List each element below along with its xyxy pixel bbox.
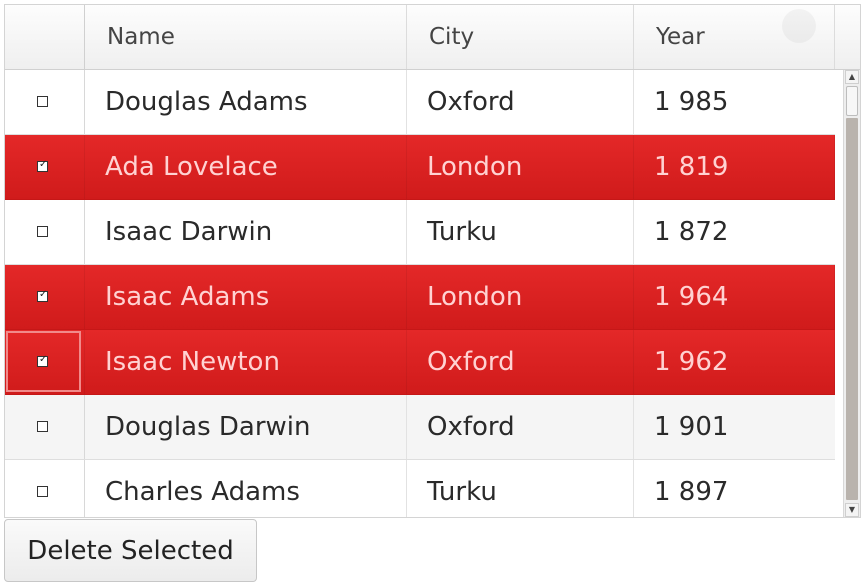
- table-row[interactable]: ✓ Isaac Newton Oxford 1 962: [5, 330, 835, 395]
- scroll-thumb[interactable]: [846, 86, 858, 116]
- name-cell: Ada Lovelace: [85, 135, 407, 199]
- row-checkbox[interactable]: [37, 421, 48, 432]
- select-cell[interactable]: [5, 395, 85, 459]
- column-header-year[interactable]: Year: [634, 5, 835, 69]
- row-checkbox[interactable]: ✓: [37, 354, 48, 367]
- select-cell[interactable]: ✓: [5, 135, 85, 199]
- city-cell: London: [407, 265, 634, 329]
- column-header-city[interactable]: City: [407, 5, 634, 69]
- city-cell: Oxford: [407, 395, 634, 459]
- header-decoration: [782, 9, 816, 43]
- year-cell: 1 819: [634, 135, 835, 199]
- year-cell: 1 872: [654, 217, 729, 247]
- city-cell: London: [407, 135, 634, 199]
- column-header-name[interactable]: Name: [85, 5, 407, 69]
- grid-body: Douglas Adams Oxford 1 985 ✓ Ada Lovelac…: [5, 70, 835, 517]
- row-checkbox[interactable]: ✓: [37, 289, 48, 302]
- row-checkbox[interactable]: ✓: [37, 159, 48, 172]
- scroll-down-icon[interactable]: ▼: [845, 503, 859, 517]
- grid-header: Name City Year: [5, 5, 860, 70]
- name-cell: Charles Adams: [85, 460, 407, 517]
- focus-ring: [6, 331, 81, 392]
- city-cell: Oxford: [407, 330, 634, 394]
- year-cell: 1 985: [654, 87, 729, 117]
- select-cell[interactable]: ✓: [5, 265, 85, 329]
- select-cell[interactable]: [5, 460, 85, 517]
- table-row[interactable]: Isaac Darwin Turku 1 872: [5, 200, 835, 265]
- column-header-select[interactable]: [5, 5, 85, 69]
- row-checkbox[interactable]: [37, 486, 48, 497]
- city-cell: Oxford: [407, 70, 634, 134]
- year-cell: 1 897: [654, 477, 729, 507]
- table-row[interactable]: Douglas Darwin Oxford 1 901: [5, 395, 835, 460]
- delete-selected-button[interactable]: Delete Selected: [4, 519, 257, 582]
- name-cell: Isaac Darwin: [85, 200, 407, 264]
- name-cell: Douglas Adams: [85, 70, 407, 134]
- scroll-up-icon[interactable]: ▲: [845, 70, 859, 84]
- table-row[interactable]: ✓ Isaac Adams London 1 964: [5, 265, 835, 330]
- data-grid: Name City Year Douglas Adams Oxford 1 98…: [4, 4, 861, 518]
- name-cell: Isaac Adams: [85, 265, 407, 329]
- city-cell: Turku: [407, 460, 634, 517]
- row-checkbox[interactable]: [37, 96, 48, 107]
- year-cell: 1 901: [654, 412, 729, 442]
- table-row[interactable]: ✓ Ada Lovelace London 1 819: [5, 135, 835, 200]
- name-cell: Douglas Darwin: [85, 395, 407, 459]
- year-cell: 1 964: [634, 265, 835, 329]
- table-row[interactable]: Douglas Adams Oxford 1 985: [5, 70, 835, 135]
- column-header-filler: [835, 5, 860, 69]
- select-cell[interactable]: ✓: [5, 330, 85, 394]
- vertical-scrollbar[interactable]: ▲ ▼: [843, 70, 860, 517]
- select-cell[interactable]: [5, 200, 85, 264]
- select-cell[interactable]: [5, 70, 85, 134]
- scroll-track[interactable]: [846, 118, 858, 500]
- year-cell: 1 962: [634, 330, 835, 394]
- row-checkbox[interactable]: [37, 226, 48, 237]
- table-row[interactable]: Charles Adams Turku 1 897: [5, 460, 835, 517]
- city-cell: Turku: [407, 200, 634, 264]
- name-cell: Isaac Newton: [85, 330, 407, 394]
